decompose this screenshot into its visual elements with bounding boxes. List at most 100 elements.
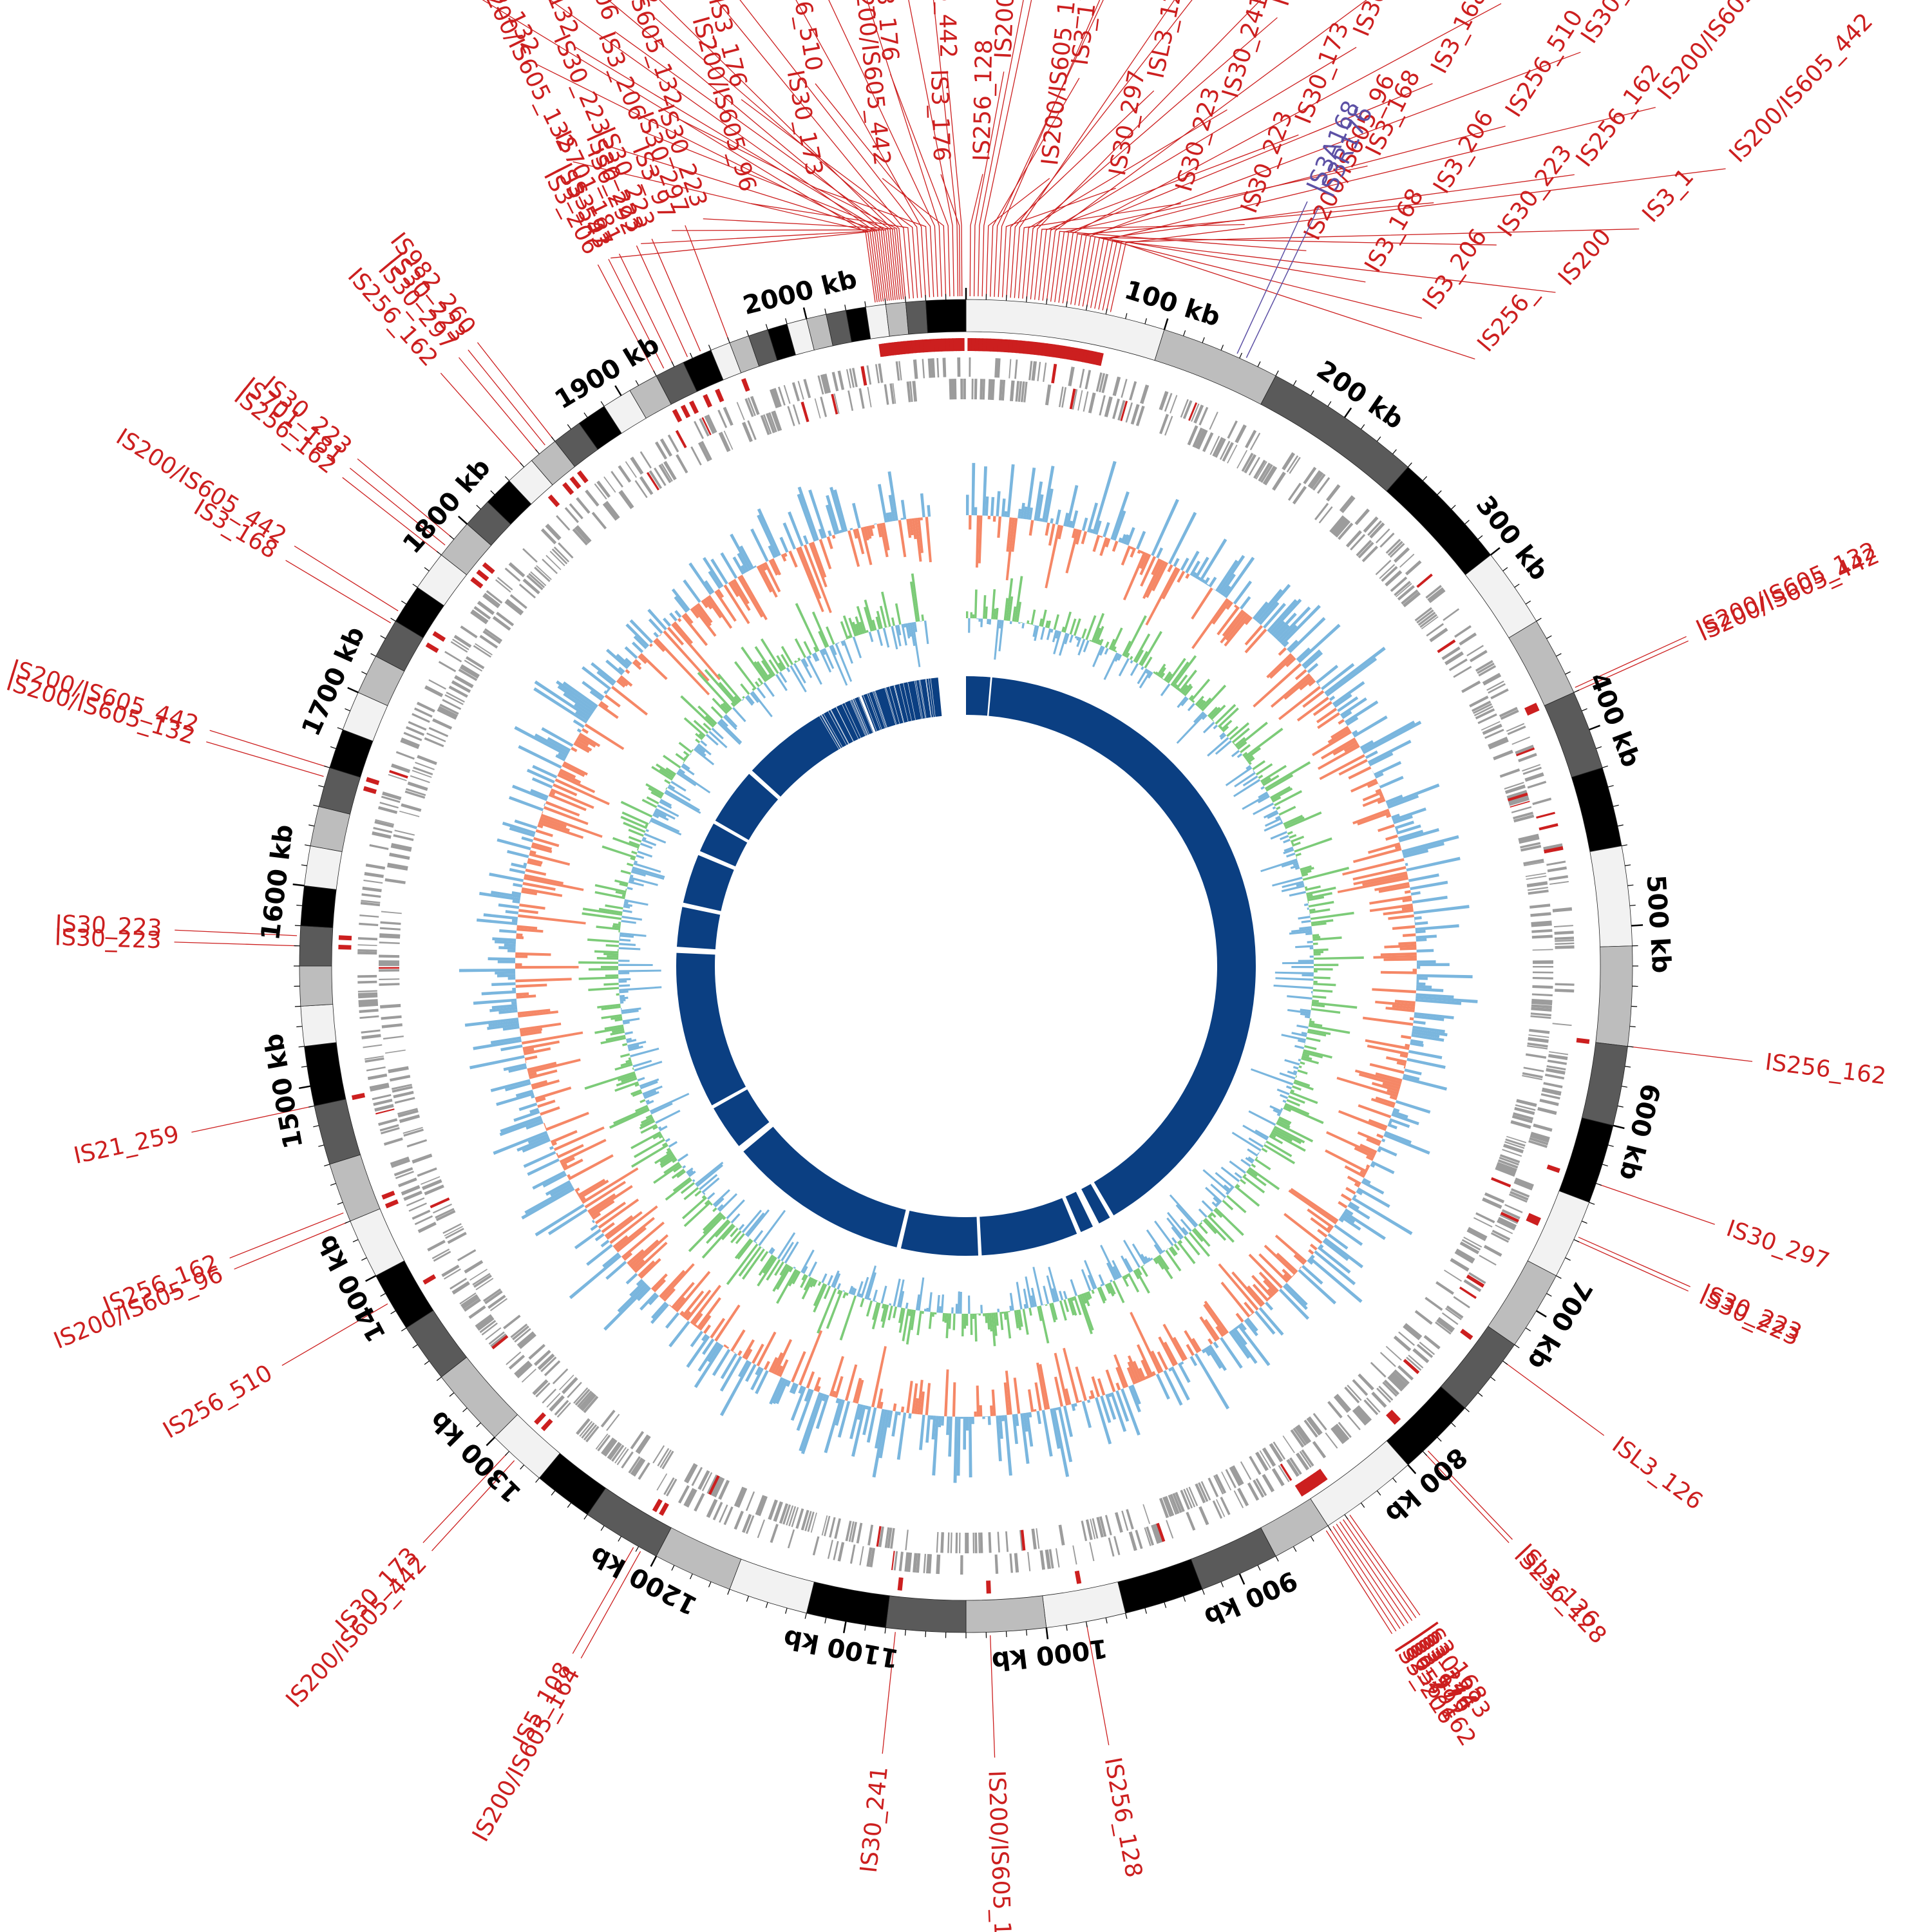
gc-skew-bar [590, 1200, 615, 1218]
gc-content-bar [694, 1161, 724, 1186]
gc-content-bar [842, 1290, 846, 1293]
gene-block [1417, 611, 1436, 626]
insertion-mark [569, 476, 582, 489]
gc-skew-bar [759, 564, 778, 598]
gc-content-bar [655, 1110, 681, 1124]
gc-content-bar [826, 1290, 843, 1329]
gc-content-bar [1085, 1292, 1090, 1300]
gc-content-bar [754, 681, 761, 687]
gc-skew-bar [931, 1416, 936, 1440]
gene-block [1354, 508, 1370, 526]
gene-block [470, 610, 488, 625]
gene-block [603, 1439, 618, 1457]
gc-skew-bar [1170, 1366, 1190, 1401]
gene-block [1532, 985, 1553, 989]
gc-content-bar [1283, 815, 1303, 826]
gc-content-bar [614, 1081, 639, 1092]
gc-content-bar [1112, 646, 1117, 652]
gc-content-bar [1244, 728, 1283, 759]
minor-tick [1105, 308, 1108, 315]
gene-block [1314, 502, 1329, 520]
minor-tick [1556, 653, 1562, 657]
gene-block [387, 864, 408, 871]
gc-content-bar [1104, 1283, 1111, 1294]
gc-skew-bar [1237, 1324, 1271, 1367]
minor-tick [1477, 535, 1483, 540]
gc-skew-bar [1413, 905, 1470, 914]
gc-skew-bar [481, 990, 516, 996]
gc-skew-bar [587, 1193, 616, 1213]
gene-block [1544, 846, 1564, 854]
gc-skew-bar [1334, 694, 1352, 708]
gc-content-bar [879, 605, 887, 628]
gc-content-bar [730, 702, 735, 707]
gc-skew-bar [979, 1405, 983, 1417]
gc-skew-bar [1023, 506, 1028, 520]
gc-content-bar [1235, 721, 1268, 748]
gene-block [1391, 1371, 1408, 1387]
gc-content-bar [721, 1224, 735, 1240]
gene-block [458, 668, 478, 681]
gc-content-bar [1160, 683, 1171, 697]
gc-skew-bar [831, 535, 836, 539]
gc-content-bar [1081, 628, 1087, 639]
gc-skew-bar [1416, 993, 1454, 999]
gene-block [800, 1510, 810, 1531]
insertion-mark [432, 631, 446, 642]
gc-content-bar [1182, 1227, 1189, 1235]
gc-skew-bar [1401, 1035, 1412, 1039]
gc-skew-bar [618, 677, 629, 687]
gc-content-bar [618, 1073, 636, 1082]
insertion-mark [978, 338, 984, 352]
gc-content-bar [1247, 1168, 1258, 1177]
gc-content-bar [621, 894, 626, 898]
gc-content-bar [1264, 1144, 1296, 1164]
gc-content-bar [695, 738, 701, 744]
minor-tick [708, 345, 712, 351]
gc-skew-bar [1368, 752, 1394, 766]
gene-block [1366, 1397, 1381, 1413]
gc-skew-bar [502, 821, 536, 835]
gene-block [414, 707, 433, 718]
kb-tick-marks [292, 288, 1643, 1640]
insertion-label: IS200/IS605_442 [281, 1551, 432, 1713]
gc-skew-bar [1392, 807, 1426, 822]
gc-content-bar [1215, 740, 1232, 755]
gc-skew-bar [648, 1294, 659, 1305]
gc-content-bar [694, 746, 706, 757]
gc-content-bar [1047, 620, 1052, 629]
gene-block [1088, 392, 1096, 413]
gene-block [837, 370, 845, 390]
gene-block [1164, 1495, 1175, 1517]
gc-content-bar [1309, 1022, 1323, 1027]
gc-content-bar [800, 659, 813, 679]
gene-block [381, 1023, 402, 1028]
gene-block [646, 471, 660, 491]
minor-tick [746, 1596, 749, 1602]
gc-skew-bar [1374, 761, 1402, 777]
gc-skew-bar [1075, 529, 1082, 545]
gc-skew-bar [1415, 929, 1426, 934]
gc-content-bar [1294, 866, 1300, 870]
gc-content-bar [645, 1099, 650, 1103]
gene-block [1531, 993, 1553, 997]
gene-block [1379, 532, 1395, 548]
gene-block [1316, 477, 1331, 494]
gene-block [1227, 420, 1238, 439]
gc-skew-bar [1206, 583, 1209, 586]
gene-block [884, 1527, 890, 1548]
gene-block [773, 410, 782, 431]
gene-block [361, 893, 381, 898]
gene-block [407, 781, 428, 791]
gc-skew-bar [920, 493, 925, 518]
gc-content-bar [1147, 1257, 1151, 1262]
gene-block [546, 1392, 561, 1408]
gc-content-bar [871, 620, 877, 630]
gc-content-bar [1043, 1304, 1045, 1305]
core-segment [1065, 1191, 1093, 1233]
gc-content-bar [1289, 1091, 1318, 1104]
gene-block [461, 664, 480, 677]
gene-block [1522, 1072, 1543, 1079]
gc-content-bar [840, 641, 845, 647]
gc-skew-bar [1276, 1253, 1298, 1273]
